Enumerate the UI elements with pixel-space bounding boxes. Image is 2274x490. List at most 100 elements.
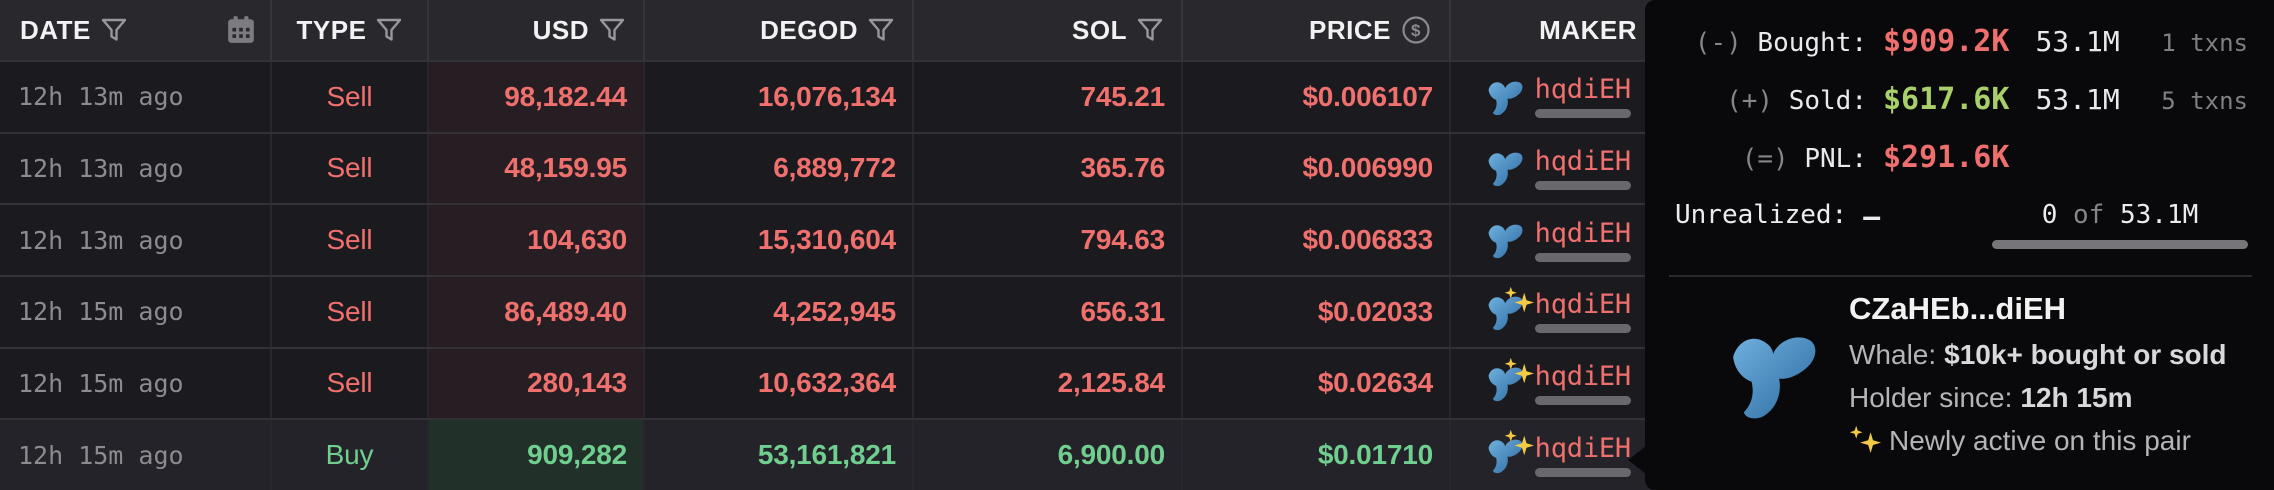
sold-prefix: (+) (1726, 86, 1774, 116)
table-row[interactable]: 12h 13m ago Sell 98,182.44 16,076,134 74… (0, 60, 1655, 132)
filter-icon[interactable] (1137, 17, 1163, 43)
trade-usd: 280,143 (429, 348, 645, 419)
trade-date: 12h 13m ago (0, 205, 272, 275)
trade-sol: 365.76 (914, 133, 1183, 204)
trade-degod: 15,310,604 (645, 205, 914, 275)
column-header-sol[interactable]: SOL (914, 0, 1183, 60)
tooltip-arrow (1628, 446, 1646, 474)
sparkle-icon (1504, 286, 1534, 313)
pnl-value: $291.6K (1883, 140, 2010, 175)
trade-date: 12h 15m ago (0, 420, 272, 490)
filter-icon[interactable] (101, 17, 127, 43)
trade-type: Sell (272, 205, 429, 275)
calendar-icon[interactable] (226, 15, 270, 45)
trade-usd: 86,489.40 (429, 276, 645, 347)
trade-usd: 909,282 (429, 420, 645, 490)
trade-type: Sell (272, 62, 429, 132)
trade-sol: 2,125.84 (914, 348, 1183, 419)
trade-sol: 745.21 (914, 62, 1183, 132)
position-progress: 0 of 53.1M (1992, 200, 2248, 249)
trade-price: $0.006990 (1183, 133, 1451, 204)
trade-maker[interactable]: hqdiEH (1451, 349, 1655, 419)
whale-icon (1484, 220, 1528, 260)
unrealized-row: Unrealized: – 0 of 53.1M (1675, 200, 2248, 249)
maker-address[interactable]: hqdiEH (1534, 360, 1632, 392)
dollar-circle-icon[interactable]: $ (1401, 15, 1431, 45)
sold-row: (+) Sold: $617.6K 53.1M 5 txns (1675, 82, 2248, 126)
trades-table: DATE TYPE USD DEGOD SOL (0, 0, 1655, 490)
maker-address[interactable]: hqdiEH (1534, 432, 1632, 464)
maker-balance-bar (1535, 252, 1631, 262)
maker-address[interactable]: hqdiEH (1534, 289, 1632, 321)
trade-sol: 656.31 (914, 276, 1183, 347)
column-label-usd: USD (532, 14, 589, 45)
trade-sol: 794.63 (914, 205, 1183, 275)
trade-price: $0.006107 (1183, 62, 1451, 132)
trade-degod: 4,252,945 (645, 276, 914, 347)
unrealized-label: Unrealized: (1675, 200, 1848, 230)
whale-icon (1484, 286, 1534, 332)
progress-bar (1992, 240, 2248, 249)
column-header-type[interactable]: TYPE (272, 0, 429, 60)
maker-address[interactable]: hqdiEH (1534, 145, 1632, 177)
table-row[interactable]: 12h 15m ago Sell 280,143 10,632,364 2,12… (0, 346, 1655, 419)
trade-date: 12h 15m ago (0, 348, 272, 419)
trade-degod: 6,889,772 (645, 133, 914, 204)
sparkle-icon (1504, 358, 1534, 384)
filter-icon[interactable] (599, 17, 625, 43)
trade-sol: 6,900.00 (914, 420, 1183, 490)
whale-label: Whale: (1849, 339, 1937, 370)
whale-value: $10k+ bought or sold (1944, 339, 2227, 370)
pnl-prefix: (=) (1741, 144, 1789, 174)
progress-total: 53.1M (2120, 200, 2199, 230)
table-header: DATE TYPE USD DEGOD SOL (0, 0, 1655, 60)
filter-icon[interactable] (376, 17, 402, 43)
maker-balance-bar (1535, 395, 1631, 405)
maker-tooltip: (-) Bought: $909.2K 53.1M 1 txns (+) Sol… (1628, 0, 2274, 490)
table-row[interactable]: 12h 15m ago Buy 909,282 53,161,821 6,900… (0, 418, 1655, 490)
maker-balance-bar (1535, 467, 1631, 477)
trade-degod: 53,161,821 (645, 420, 914, 490)
whale-icon (1484, 358, 1534, 403)
maker-address[interactable]: hqdiEH (1534, 217, 1632, 249)
table-row[interactable]: 12h 13m ago Sell 48,159.95 6,889,772 365… (0, 131, 1655, 204)
sold-value: $617.6K (1883, 82, 2010, 117)
holder-since-line: Holder since: 12h 15m (1849, 376, 2227, 419)
maker-full-address: CZaHEb...diEH (1849, 291, 2067, 326)
holder-value: 12h 15m (2020, 382, 2133, 413)
svg-text:$: $ (1411, 21, 1421, 40)
trade-price: $0.01710 (1183, 420, 1451, 490)
maker-profile: CZaHEb...diEH Whale: $10k+ bought or sold… (1675, 291, 2248, 462)
column-header-degod[interactable]: DEGOD (645, 0, 914, 60)
column-header-maker[interactable]: MAKER (1451, 0, 1655, 60)
trade-maker[interactable]: hqdiEH (1451, 62, 1655, 132)
column-header-usd[interactable]: USD (429, 0, 645, 60)
trade-maker[interactable]: hqdiEH (1451, 277, 1655, 347)
column-header-price[interactable]: PRICE $ (1183, 0, 1451, 60)
table-row[interactable]: 12h 15m ago Sell 86,489.40 4,252,945 656… (0, 274, 1655, 347)
column-header-date[interactable]: DATE (0, 0, 272, 60)
pnl-row: (=) PNL: $291.6K (1675, 140, 2248, 184)
bought-txns: 1 txns (2161, 29, 2248, 57)
holder-label: Holder since: (1849, 382, 2013, 413)
whale-icon (1484, 429, 1534, 475)
trade-maker[interactable]: hqdiEH (1451, 134, 1655, 204)
table-row[interactable]: 12h 13m ago Sell 104,630 15,310,604 794.… (0, 203, 1655, 275)
column-label-sol: SOL (1072, 14, 1127, 45)
bought-amount: 53.1M (2035, 25, 2120, 58)
whale-icon (1484, 148, 1528, 188)
maker-balance-bar (1535, 180, 1631, 190)
column-label-price: PRICE (1309, 14, 1391, 45)
maker-address[interactable]: hqdiEH (1534, 74, 1632, 106)
filter-icon[interactable] (868, 17, 894, 43)
newly-active-line: Newly active on this pair (1849, 419, 2227, 462)
trade-maker[interactable]: hqdiEH (1451, 205, 1655, 275)
maker-balance-bar (1535, 324, 1631, 334)
trade-type: Sell (272, 348, 429, 419)
column-label-degod: DEGOD (760, 14, 858, 45)
trade-maker[interactable]: hqdiEH (1451, 420, 1655, 490)
trade-type: Buy (272, 420, 429, 490)
trade-usd: 98,182.44 (429, 62, 645, 132)
trade-type: Sell (272, 276, 429, 347)
